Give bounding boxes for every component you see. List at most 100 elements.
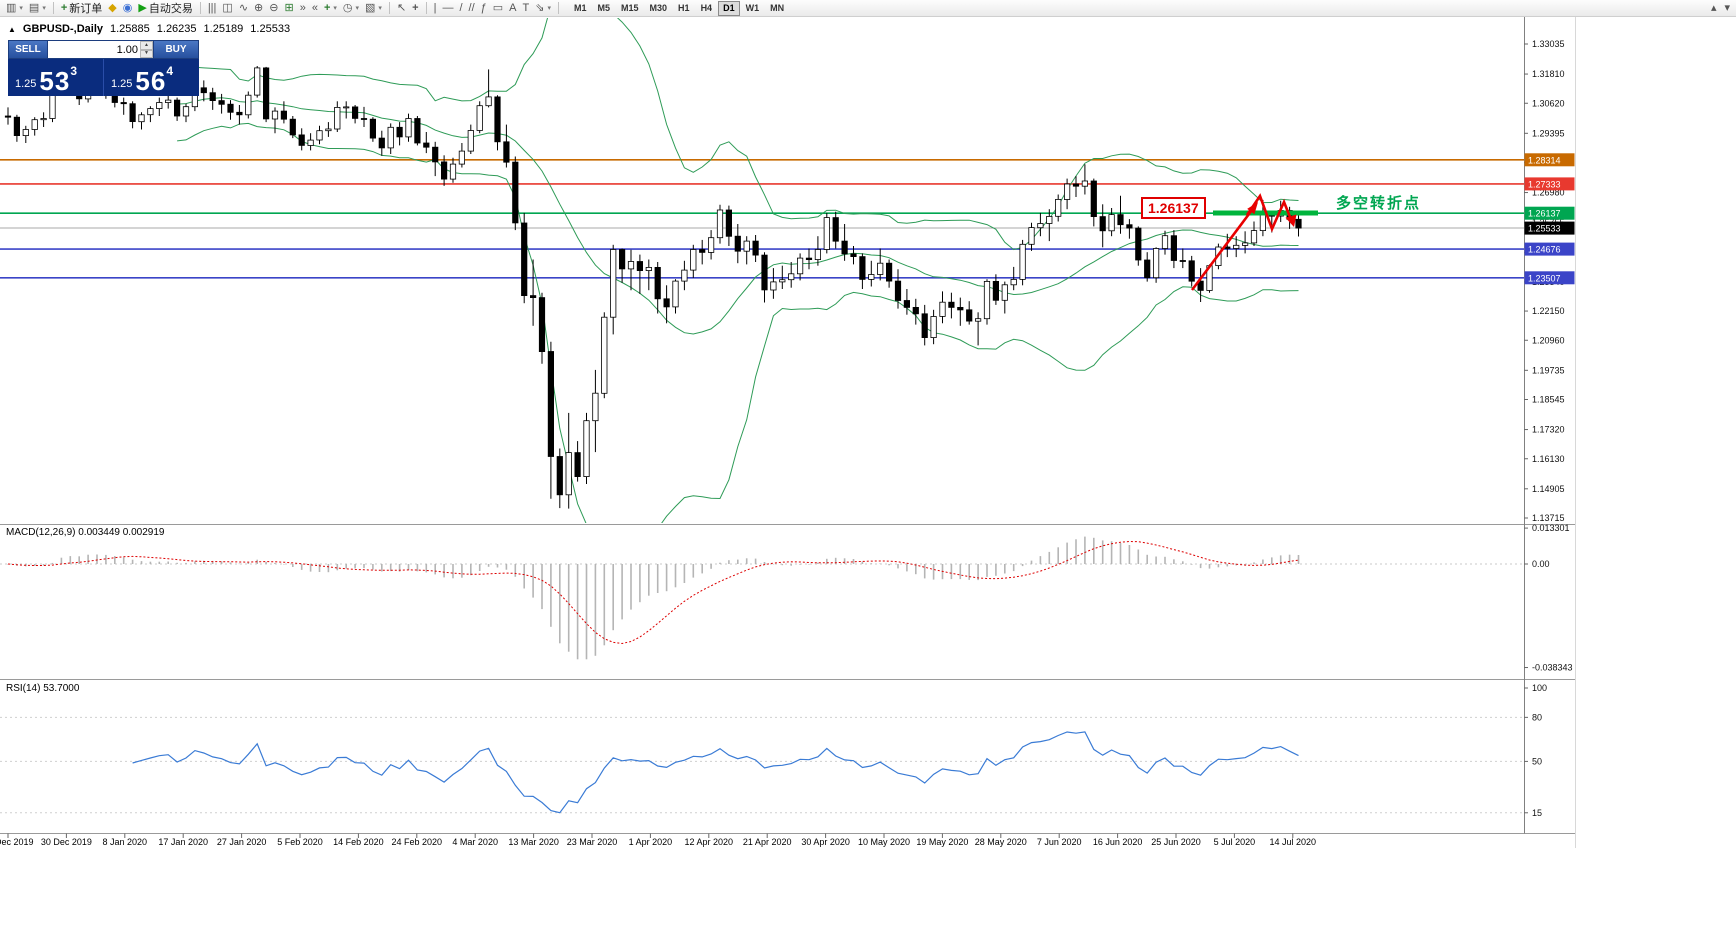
price-level-callout[interactable]: 1.26137 — [1141, 197, 1206, 219]
timeframe-h4[interactable]: H4 — [700, 2, 713, 13]
timeframe-m1[interactable]: M1 — [573, 2, 587, 13]
text-label-button[interactable]: T — [520, 1, 533, 16]
trendline-button[interactable]: / — [456, 1, 465, 16]
zigzag-arrow[interactable] — [1245, 193, 1294, 233]
svg-text:1.30620: 1.30620 — [1532, 98, 1565, 108]
volume-box: ▲ ▼ — [48, 40, 153, 59]
volume-down-button[interactable]: ▼ — [140, 49, 153, 58]
chart-shift-icon: « — [311, 1, 318, 14]
price-tag-1.28314: 1.28314 — [1524, 153, 1575, 167]
timeframe-h1[interactable]: H1 — [678, 2, 690, 13]
zoom-in-button[interactable]: ⊕ — [251, 1, 266, 16]
auto-trading-icon: ▶ — [138, 1, 147, 14]
svg-text:1.18545: 1.18545 — [1532, 395, 1565, 405]
buy-button[interactable]: BUY — [153, 40, 199, 59]
timeframe-w1[interactable]: W1 — [745, 2, 760, 13]
indicators-dropdown-icon[interactable]: ▾ — [333, 5, 337, 12]
svg-text:17 Jan 2020: 17 Jan 2020 — [158, 837, 208, 847]
svg-text:100: 100 — [1532, 683, 1547, 693]
chart-shift-button[interactable]: « — [309, 1, 321, 16]
sep5 — [557, 2, 559, 14]
svg-text:15: 15 — [1532, 808, 1542, 818]
volume-up-button[interactable]: ▲ — [140, 41, 153, 50]
indicators-icon: + — [323, 1, 331, 14]
main-chart-panel[interactable] — [4, 0, 1318, 543]
timeframe-mn[interactable]: MN — [770, 2, 785, 13]
tile-windows-button[interactable]: ⊞ — [281, 1, 296, 16]
community-button[interactable]: ◉ — [120, 1, 136, 16]
profiles-icon: ▤ — [28, 1, 40, 14]
svg-text:5 Jul 2020: 5 Jul 2020 — [1214, 837, 1256, 847]
new-chart-icon: ▥ — [6, 1, 17, 14]
timeframe-m30[interactable]: M30 — [649, 2, 668, 13]
text-button[interactable]: A — [506, 1, 519, 16]
macd-panel[interactable] — [0, 536, 1524, 660]
svg-text:1.25533: 1.25533 — [1528, 224, 1561, 234]
fibonacci-button[interactable]: ƒ — [478, 1, 490, 16]
toolbar-menu-button[interactable]: ▾ — [1721, 1, 1733, 16]
channel-button[interactable]: // — [466, 1, 478, 16]
zoom-out-button[interactable]: ⊖ — [266, 1, 281, 16]
new-chart-dropdown-icon[interactable]: ▾ — [19, 5, 23, 12]
sell-button[interactable]: SELL — [8, 40, 48, 59]
svg-text:8 Jan 2020: 8 Jan 2020 — [103, 837, 148, 847]
toolbar-right-group: ▴ ▾ — [1708, 1, 1733, 16]
svg-text:1.20960: 1.20960 — [1532, 335, 1565, 345]
timeframe-d1[interactable]: D1 — [718, 0, 740, 16]
svg-text:14 Feb 2020: 14 Feb 2020 — [333, 837, 384, 847]
auto-trading-button[interactable]: ▶ 自动交易 — [138, 1, 193, 16]
zoom-out-icon: ⊖ — [269, 1, 279, 14]
trend-arrow-line[interactable] — [1190, 205, 1257, 291]
timeframe-group: M1 M5 M15 M30 H1 H4 D1 W1 MN — [569, 0, 789, 16]
chart-line-button[interactable]: ∿ — [236, 1, 251, 16]
new-order-button[interactable]: + 新订单 — [60, 1, 103, 16]
svg-text:1.29395: 1.29395 — [1532, 128, 1565, 138]
date-axis[interactable]: 20 Dec 2019 30 Dec 2019 8 Jan 2020 17 Jan 2… — [0, 833, 1316, 848]
chart-bars-button[interactable]: ||| — [205, 1, 220, 16]
arrows-tool-dropdown-icon[interactable]: ▾ — [547, 5, 551, 12]
profiles-button[interactable]: ▤ ▾ — [26, 1, 49, 16]
tile-windows-icon: ⊞ — [284, 1, 294, 14]
community-icon: ◉ — [122, 1, 133, 14]
rsi-indicator-label: RSI(14) 53.7000 — [6, 683, 80, 694]
metaeditor-button[interactable]: ◆ — [105, 1, 119, 16]
arrows-tool-button[interactable]: ⇘ ▾ — [532, 1, 554, 16]
templates-dropdown-icon[interactable]: ▾ — [378, 5, 382, 12]
ohlc-open: 1.25885 — [110, 23, 150, 35]
chart-candles-button[interactable]: ◫ — [219, 1, 235, 16]
periods-icon: ◷ — [342, 1, 353, 14]
crosshair-button[interactable]: + — [409, 1, 421, 16]
zoom-in-icon: ⊕ — [254, 1, 264, 14]
sep2 — [199, 2, 201, 14]
bollinger-middle — [177, 97, 1299, 335]
svg-text:1.22150: 1.22150 — [1532, 306, 1565, 316]
indicators-button[interactable]: + ▾ — [321, 1, 340, 16]
vertical-line-button[interactable]: | — [431, 1, 440, 16]
timeframe-m15[interactable]: M15 — [621, 2, 639, 13]
auto-scroll-button[interactable]: » — [297, 1, 309, 16]
chart-candles-icon: ◫ — [222, 1, 233, 14]
turning-point-label[interactable]: 多空转折点 — [1336, 195, 1422, 212]
svg-text:19 May 2020: 19 May 2020 — [916, 837, 968, 847]
chart-objects[interactable] — [1190, 193, 1318, 291]
periods-button[interactable]: ◷ ▾ — [340, 1, 362, 16]
volume-input[interactable] — [48, 41, 140, 58]
periods-dropdown-icon[interactable]: ▾ — [355, 5, 360, 12]
shapes-button[interactable]: ▭ — [490, 1, 506, 16]
buy-price[interactable]: 1.25 56 4 — [111, 64, 174, 96]
profiles-dropdown-icon[interactable]: ▾ — [42, 5, 46, 12]
horizontal-line-button[interactable]: — — [439, 1, 456, 16]
price-tag-1.25533: 1.25533 — [1524, 221, 1575, 235]
sell-price[interactable]: 1.25 53 3 — [8, 59, 104, 96]
price-tag-1.23507: 1.23507 — [1524, 271, 1575, 285]
toolbar-menu-icon: ▾ — [1724, 1, 1730, 14]
cursor-button[interactable]: ↖ — [394, 1, 409, 16]
text-icon: A — [509, 1, 517, 14]
new-chart-button[interactable]: ▥ ▾ — [3, 1, 26, 16]
timeframe-m5[interactable]: M5 — [597, 2, 611, 13]
rsi-panel[interactable] — [0, 716, 1524, 814]
one-click-collapse-icon[interactable]: ▲ — [8, 24, 16, 34]
toolbar-expand-button[interactable]: ▴ — [1708, 1, 1720, 16]
templates-button[interactable]: ▧ ▾ — [362, 1, 385, 16]
